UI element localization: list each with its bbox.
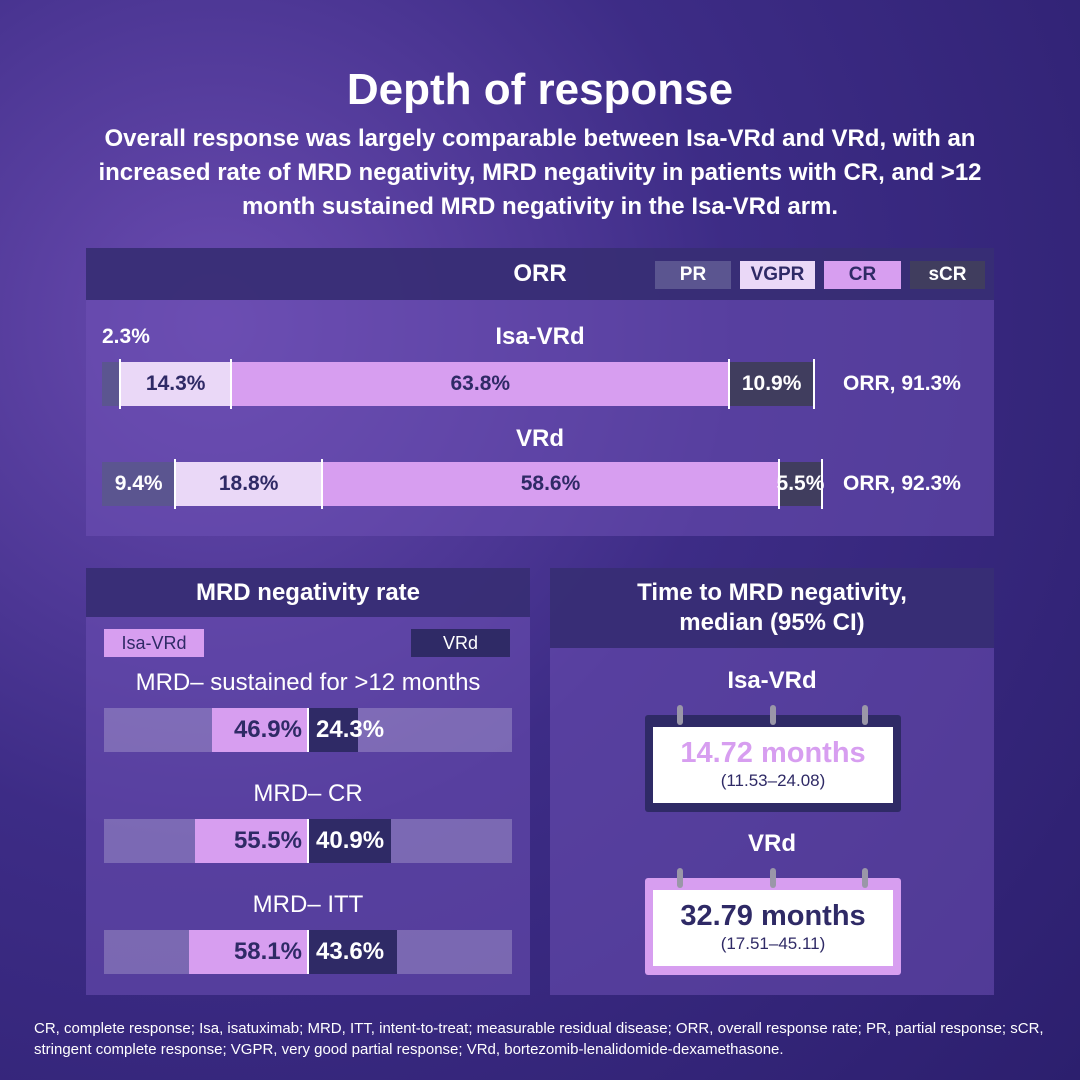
- legend-entry: VGPR: [740, 261, 815, 289]
- arm-label: VRd: [516, 425, 564, 452]
- value-label: 43.6%: [316, 938, 385, 965]
- value-label: 63.8%: [450, 372, 511, 395]
- center-divider: [307, 930, 309, 974]
- value-label: 40.9%: [316, 827, 385, 854]
- bar-segment: [102, 462, 176, 506]
- bar: [308, 708, 358, 752]
- center-divider: [307, 819, 309, 863]
- value-label: 10.9%: [741, 372, 802, 395]
- value-label: 46.9%: [233, 716, 302, 743]
- segment-divider: [230, 359, 233, 409]
- legend-entry: CR: [824, 261, 901, 289]
- row-label: MRD– sustained for >12 months: [135, 669, 481, 696]
- bar-segment: [231, 362, 730, 406]
- orr-total: ORR, 91.3%: [843, 372, 961, 395]
- segment-divider: [118, 359, 121, 409]
- calendar-ring: [770, 705, 776, 725]
- orr-total: ORR, 92.3%: [843, 472, 961, 495]
- calendar-page: [653, 727, 893, 803]
- median: 32.79 months: [680, 899, 866, 932]
- legend-entry: sCR: [910, 261, 985, 289]
- ci: (11.53–24.08): [720, 771, 826, 790]
- bar-segment: [321, 462, 780, 506]
- ttm-title: Time to MRD negativity, median (95% CI): [550, 568, 994, 648]
- footnote: CR, complete response; Isa, isatuximab; …: [34, 1020, 1044, 1058]
- title: Depth of response: [346, 65, 734, 114]
- value-label: 18.8%: [218, 472, 279, 495]
- bar-segment: [119, 362, 232, 406]
- segment-divider: [778, 459, 781, 509]
- mrd-title: MRD negativity rate: [86, 568, 530, 617]
- segment-divider: [320, 459, 323, 509]
- center-divider: [307, 708, 309, 752]
- bar: [308, 819, 392, 863]
- calendar-ring: [862, 705, 868, 725]
- bar-segment: [779, 462, 822, 506]
- row-label: MRD– CR: [253, 780, 363, 807]
- orr-title: ORR: [513, 260, 567, 287]
- value-label: 58.1%: [233, 938, 302, 965]
- calendar-ring: [862, 868, 868, 888]
- bar-segment: [175, 462, 322, 506]
- value-label: 2.3%: [102, 325, 150, 348]
- legend-entry: PR: [655, 261, 731, 289]
- bar: [189, 930, 308, 974]
- value-label: 24.3%: [316, 716, 385, 743]
- value-label: 14.3%: [145, 372, 206, 395]
- segment-divider: [813, 359, 816, 409]
- calendar-ring: [677, 705, 683, 725]
- bar-segment: [729, 362, 815, 406]
- ci: (17.51–45.11): [720, 934, 826, 953]
- bar: [212, 708, 308, 752]
- segment-divider: [820, 459, 823, 509]
- calendar-page: [653, 890, 893, 966]
- legend-entry: Isa-VRd: [104, 629, 204, 657]
- calendar-ring: [677, 868, 683, 888]
- segment-divider: [174, 459, 177, 509]
- bar: [194, 819, 308, 863]
- arm-label: Isa-VRd: [495, 323, 585, 350]
- value-label: 58.6%: [520, 472, 581, 495]
- value-label: 5.5%: [776, 472, 825, 495]
- median: 14.72 months: [680, 736, 866, 769]
- row-label: MRD– ITT: [252, 891, 364, 918]
- value-label: 9.4%: [114, 472, 163, 495]
- calendar-ring: [770, 868, 776, 888]
- bar-segment: [102, 362, 120, 406]
- legend-entry: VRd: [411, 629, 510, 657]
- segment-divider: [728, 359, 731, 409]
- subtitle: Overall response was largely comparable …: [98, 125, 982, 220]
- value-label: 55.5%: [233, 827, 302, 854]
- arm-label: Isa-VRd: [727, 667, 817, 694]
- bar: [308, 930, 397, 974]
- arm-label: VRd: [748, 830, 796, 857]
